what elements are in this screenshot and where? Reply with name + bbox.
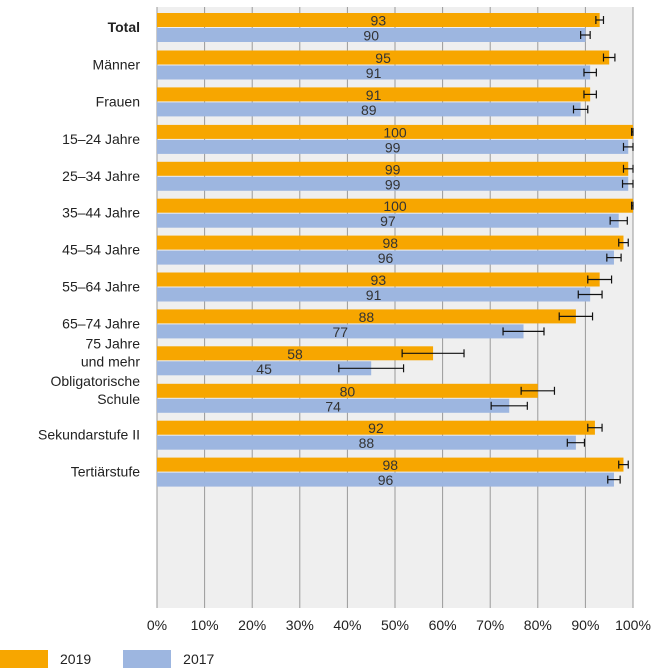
x-tick-label: 80%: [524, 617, 552, 633]
value-label-2019-obligatorische-schule: 80: [340, 383, 356, 399]
value-label-2019-frauen: 91: [366, 87, 382, 103]
legend-label-2019: 2019: [60, 651, 92, 667]
bar-2019-total: [157, 13, 600, 27]
legend-item-2019: 2019: [0, 650, 91, 668]
value-label-2019-total: 93: [371, 13, 387, 29]
value-label-2019-35-44-jahre: 100: [383, 198, 407, 214]
x-tick-label: 100%: [615, 617, 651, 633]
bar-2017-männer: [157, 65, 591, 80]
category-label-65-74-jahre: 65–74 Jahre: [62, 315, 140, 331]
x-tick-label: 20%: [238, 617, 266, 633]
value-label-2019-75-jahre-und-mehr: 58: [287, 346, 303, 362]
value-label-2019-45-54-jahre: 98: [382, 235, 398, 251]
category-label-männer: Männer: [93, 57, 141, 73]
bar-2019-65-74-jahre: [157, 309, 576, 324]
category-label-35-44-jahre: 35–44 Jahre: [62, 205, 140, 221]
bar-2017-sekundarstufe-ii: [157, 435, 576, 450]
bar-2019-sekundarstufe-ii: [157, 420, 595, 435]
bar-2017-65-74-jahre: [157, 324, 524, 339]
bar-2019-75-jahre-und-mehr: [157, 346, 434, 361]
bar-2017-45-54-jahre: [157, 250, 614, 265]
category-label-75-jahre-und-mehr: 75 Jahre: [86, 335, 141, 351]
category-label-frauen: Frauen: [96, 93, 140, 109]
value-label-2017-75-jahre-und-mehr: 45: [256, 361, 272, 377]
value-label-2019-sekundarstufe-ii: 92: [368, 420, 384, 436]
category-label-sekundarstufe-ii: Sekundarstufe II: [38, 427, 140, 443]
bar-2019-15-24-jahre: [157, 124, 633, 139]
value-label-2017-25-34-jahre: 99: [385, 176, 401, 192]
legend-swatch-2017: [123, 650, 172, 668]
bar-chart: 0% 10% 20% 30% 40% 50% 60% 70% 80% 90% 100% Total 93…: [38, 7, 651, 633]
value-label-2019-25-34-jahre: 99: [385, 161, 401, 177]
legend-item-2017: 2017: [123, 650, 214, 668]
value-label-2017-55-64-jahre: 91: [366, 287, 382, 303]
value-label-2017-tertiärstufe: 96: [378, 472, 394, 488]
bar-2019-frauen: [157, 87, 591, 102]
value-label-2017-frauen: 89: [361, 102, 377, 118]
x-tick-label: 40%: [333, 617, 361, 633]
value-label-2017-obligatorische-schule: 74: [325, 398, 341, 414]
value-label-2019-tertiärstufe: 98: [382, 457, 398, 473]
category-label-15-24-jahre: 15–24 Jahre: [62, 131, 140, 147]
value-label-2017-sekundarstufe-ii: 88: [359, 435, 375, 451]
bar-2017-frauen: [157, 102, 581, 117]
x-tick-label: 10%: [191, 617, 219, 633]
x-tick-label: 60%: [429, 617, 457, 633]
bar-2019-35-44-jahre: [157, 198, 633, 213]
value-label-2017-total: 90: [363, 28, 379, 44]
x-tick-label: 0%: [147, 617, 167, 633]
bar-2017-35-44-jahre: [157, 213, 619, 228]
value-label-2017-45-54-jahre: 96: [378, 250, 394, 266]
bar-2017-75-jahre-und-mehr: [157, 361, 372, 376]
legend-label-2017: 2017: [183, 651, 215, 667]
bar-2019-45-54-jahre: [157, 235, 624, 250]
value-label-2019-55-64-jahre: 93: [371, 272, 387, 288]
category-label-total: Total: [108, 19, 140, 35]
value-label-2017-15-24-jahre: 99: [385, 139, 401, 155]
bar-2017-15-24-jahre: [157, 139, 629, 154]
bar-2017-obligatorische-schule: [157, 398, 510, 413]
bar-2017-tertiärstufe: [157, 472, 614, 487]
bar-2019-obligatorische-schule: [157, 383, 538, 398]
value-label-2019-15-24-jahre: 100: [383, 124, 407, 140]
category-label-55-64-jahre: 55–64 Jahre: [62, 279, 140, 295]
x-tick-label: 30%: [286, 617, 314, 633]
value-label-2019-65-74-jahre: 88: [359, 309, 375, 325]
value-label-2017-männer: 91: [366, 65, 382, 81]
category-label-obligatorische-schule: Schule: [97, 391, 140, 407]
bar-2017-55-64-jahre: [157, 287, 591, 302]
category-label-25-34-jahre: 25–34 Jahre: [62, 168, 140, 184]
legend: 2019 2017: [0, 648, 246, 670]
legend-swatch-2019: [0, 650, 48, 668]
bar-2017-total: [157, 28, 586, 42]
bar-2019-tertiärstufe: [157, 457, 624, 472]
category-label-tertiärstufe: Tertiärstufe: [71, 464, 140, 480]
x-tick-label: 50%: [381, 617, 409, 633]
value-label-2017-65-74-jahre: 77: [332, 324, 348, 340]
x-tick-label: 90%: [571, 617, 599, 633]
bar-2019-55-64-jahre: [157, 272, 600, 287]
value-label-2019-männer: 95: [375, 50, 391, 66]
category-label-75-jahre-und-mehr: und mehr: [81, 353, 140, 369]
bar-2019-25-34-jahre: [157, 161, 629, 176]
category-label-obligatorische-schule: Obligatorische: [51, 373, 141, 389]
value-label-2017-35-44-jahre: 97: [380, 213, 396, 229]
bar-2019-männer: [157, 50, 610, 65]
bar-2017-25-34-jahre: [157, 176, 629, 191]
x-tick-label: 70%: [476, 617, 504, 633]
category-label-45-54-jahre: 45–54 Jahre: [62, 242, 140, 258]
